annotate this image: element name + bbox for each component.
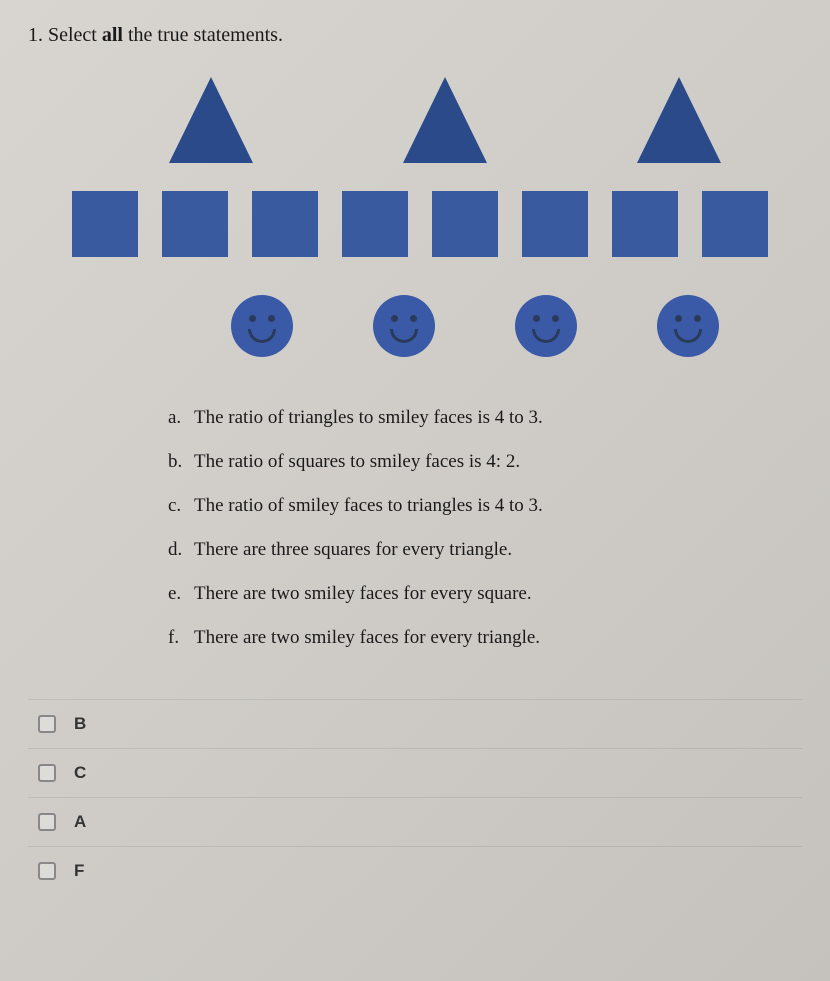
option-label: C (74, 763, 86, 783)
statement-b: b. The ratio of squares to smiley faces i… (168, 451, 802, 473)
option-label: B (74, 714, 86, 734)
smiley-icon (231, 295, 293, 357)
checkbox-icon[interactable] (38, 764, 56, 782)
checkbox-icon[interactable] (38, 813, 56, 831)
prompt-prefix: Select (48, 24, 102, 46)
statement-c: c. The ratio of smiley faces to triangles… (168, 495, 802, 517)
prompt-bold: all (102, 24, 123, 46)
square-icon (432, 191, 498, 257)
statement-letter: f. (168, 627, 188, 649)
statement-text: The ratio of smiley faces to triangles i… (194, 495, 543, 517)
statement-f: f. There are two smiley faces for every t… (168, 627, 802, 649)
statement-letter: a. (168, 407, 188, 429)
square-icon (72, 191, 138, 257)
smiley-icon (373, 295, 435, 357)
triangle-icon (403, 77, 487, 163)
answer-options: B C A F (28, 699, 802, 895)
statement-letter: e. (168, 583, 188, 605)
square-icon (522, 191, 588, 257)
square-icon (252, 191, 318, 257)
smiley-icon (657, 295, 719, 357)
prompt-suffix: the true statements. (123, 24, 283, 46)
checkbox-icon[interactable] (38, 862, 56, 880)
square-icon (342, 191, 408, 257)
statement-letter: b. (168, 451, 188, 473)
smiley-row (28, 295, 802, 357)
statement-text: The ratio of triangles to smiley faces i… (194, 407, 543, 429)
statement-a: a. The ratio of triangles to smiley faces… (168, 407, 802, 429)
triangle-icon (637, 77, 721, 163)
statement-text: There are three squares for every triang… (194, 539, 512, 561)
option-label: F (74, 861, 84, 881)
checkbox-icon[interactable] (38, 715, 56, 733)
statements-list: a. The ratio of triangles to smiley faces… (28, 407, 802, 649)
triangle-icon (169, 77, 253, 163)
question-number: 1. (28, 24, 43, 46)
square-icon (162, 191, 228, 257)
triangle-row (28, 77, 802, 163)
statement-e: e. There are two smiley faces for every s… (168, 583, 802, 605)
square-icon (702, 191, 768, 257)
question-prompt: 1. Select all the true statements. (28, 24, 802, 47)
smiley-icon (515, 295, 577, 357)
statement-letter: d. (168, 539, 188, 561)
option-row-f[interactable]: F (28, 846, 802, 895)
option-row-c[interactable]: C (28, 748, 802, 797)
option-row-a[interactable]: A (28, 797, 802, 846)
square-icon (612, 191, 678, 257)
statement-text: The ratio of squares to smiley faces is … (194, 451, 520, 473)
square-row (28, 191, 802, 257)
option-row-b[interactable]: B (28, 699, 802, 748)
statement-text: There are two smiley faces for every tri… (194, 627, 540, 649)
statement-letter: c. (168, 495, 188, 517)
statement-d: d. There are three squares for every tria… (168, 539, 802, 561)
statement-text: There are two smiley faces for every squ… (194, 583, 532, 605)
option-label: A (74, 812, 86, 832)
shapes-diagram (28, 77, 802, 357)
